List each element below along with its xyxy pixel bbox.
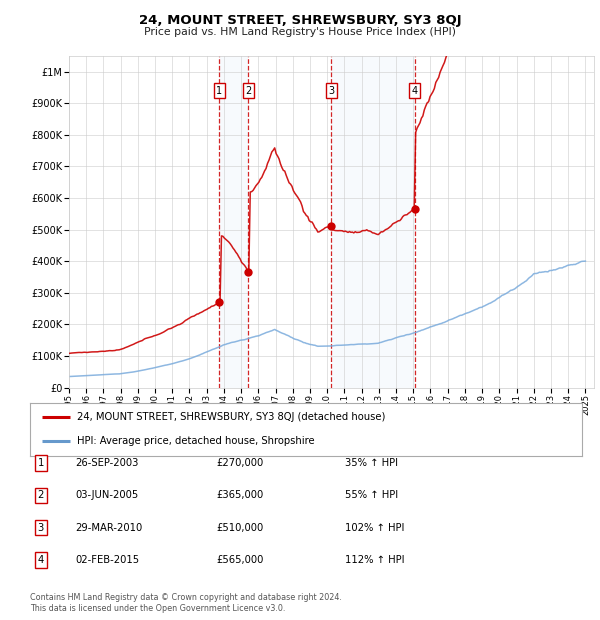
Text: 1: 1: [217, 86, 223, 95]
Bar: [220, 56, 248, 388]
Text: 2: 2: [245, 86, 251, 95]
Text: 1: 1: [38, 458, 44, 468]
Text: 02-FEB-2015: 02-FEB-2015: [75, 555, 139, 565]
Text: £565,000: £565,000: [216, 555, 263, 565]
Text: 55% ↑ HPI: 55% ↑ HPI: [345, 490, 398, 500]
Text: £510,000: £510,000: [216, 523, 263, 533]
Text: 2: 2: [38, 490, 44, 500]
Bar: [331, 56, 415, 388]
Text: 24, MOUNT STREET, SHREWSBURY, SY3 8QJ (detached house): 24, MOUNT STREET, SHREWSBURY, SY3 8QJ (d…: [77, 412, 385, 422]
Text: 102% ↑ HPI: 102% ↑ HPI: [345, 523, 404, 533]
Text: 3: 3: [38, 523, 44, 533]
Text: Price paid vs. HM Land Registry's House Price Index (HPI): Price paid vs. HM Land Registry's House …: [144, 27, 456, 37]
Text: £270,000: £270,000: [216, 458, 263, 468]
Text: Contains HM Land Registry data © Crown copyright and database right 2024.
This d: Contains HM Land Registry data © Crown c…: [30, 593, 342, 613]
Text: 29-MAR-2010: 29-MAR-2010: [75, 523, 142, 533]
Text: 4: 4: [412, 86, 418, 95]
Text: 35% ↑ HPI: 35% ↑ HPI: [345, 458, 398, 468]
Text: 26-SEP-2003: 26-SEP-2003: [75, 458, 139, 468]
Text: HPI: Average price, detached house, Shropshire: HPI: Average price, detached house, Shro…: [77, 436, 314, 446]
Text: 112% ↑ HPI: 112% ↑ HPI: [345, 555, 404, 565]
Text: 3: 3: [328, 86, 334, 95]
Text: 03-JUN-2005: 03-JUN-2005: [75, 490, 138, 500]
Text: £365,000: £365,000: [216, 490, 263, 500]
Text: 24, MOUNT STREET, SHREWSBURY, SY3 8QJ: 24, MOUNT STREET, SHREWSBURY, SY3 8QJ: [139, 14, 461, 27]
Text: 4: 4: [38, 555, 44, 565]
